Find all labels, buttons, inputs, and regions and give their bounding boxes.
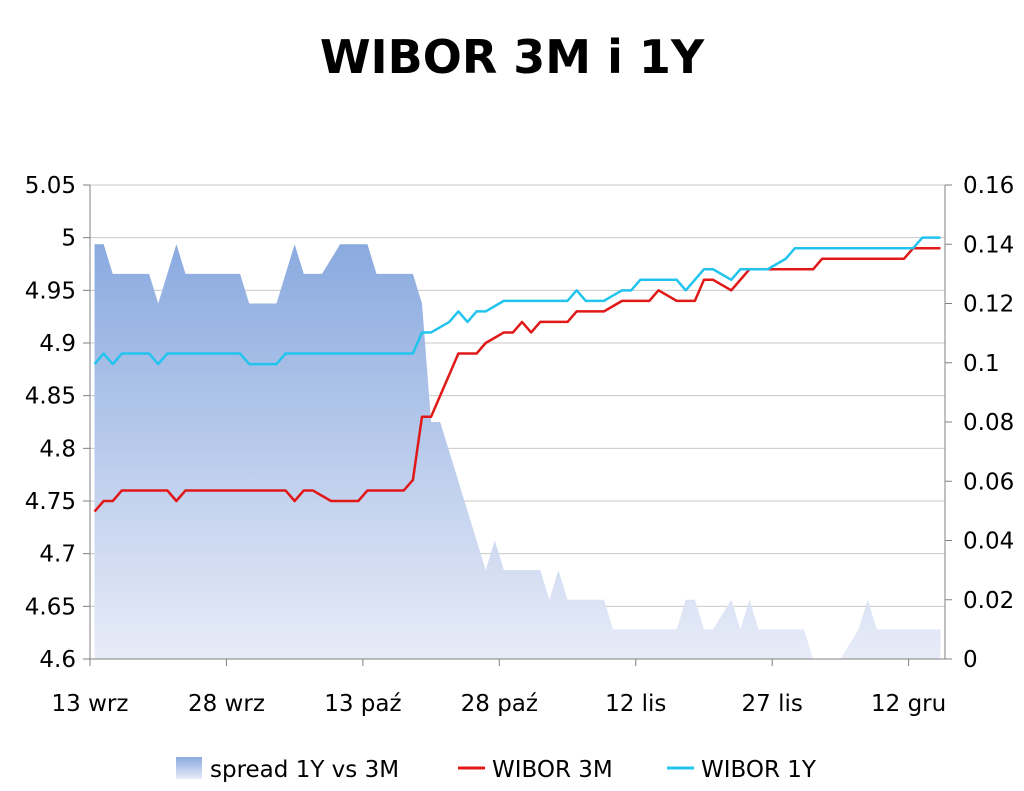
legend-label-spread: spread 1Y vs 3M [210,757,399,783]
x-tick-labels: 13 wrz 28 wrz 13 paź 28 paź 12 lis 27 lis 12 g… [52,659,946,717]
x-tick-label: 12 gru [871,691,946,717]
x-tick-label: 13 wrz [52,691,129,717]
series-line-wibor-3m [93,246,941,513]
x-tick-label: 28 paź [461,691,538,717]
y-left-tick-label: 4.7 [39,542,76,568]
y-right-tick-label: 0.16 [963,173,1014,199]
series-line-wibor-1y [93,236,941,366]
line-layer [93,236,941,513]
y-right-tick-label: 0.1 [963,351,1000,377]
spread-area [94,244,941,659]
y-left-tick-label: 4.85 [25,384,76,410]
chart-title: WIBOR 3M i 1Y [319,30,705,84]
y-right-tick-labels: 0 0.02 0.04 0.06 0.08 0.1 0.12 0.14 0.16 [945,173,1014,673]
legend-label-wibor1y: WIBOR 1Y [701,757,817,783]
y-left-tick-label: 5.05 [25,173,76,199]
y-left-tick-label: 4.65 [25,594,76,620]
y-right-tick-label: 0 [963,647,978,673]
y-right-tick-label: 0.02 [963,588,1014,614]
y-left-tick-label: 4.75 [25,489,76,515]
x-tick-label: 12 lis [605,691,666,717]
y-left-tick-label: 4.6 [39,647,76,673]
legend-label-wibor3m: WIBOR 3M [492,757,613,783]
x-tick-label: 28 wrz [188,691,265,717]
spread-area-layer [94,244,941,659]
y-left-tick-label: 4.8 [39,436,76,462]
y-left-tick-label: 5 [61,226,76,252]
legend-swatch-spread [176,757,202,779]
y-left-tick-labels: 4.6 4.65 4.7 4.75 4.8 4.85 4.9 4.95 5 5.05 [25,173,90,673]
x-tick-label: 13 paź [324,691,401,717]
y-left-tick-label: 4.95 [25,278,76,304]
legend: spread 1Y vs 3M WIBOR 3M WIBOR 1Y [176,757,817,783]
y-left-tick-label: 4.9 [39,331,76,357]
y-right-tick-label: 0.14 [963,232,1014,258]
y-right-tick-label: 0.04 [963,529,1014,555]
y-right-tick-label: 0.06 [963,469,1014,495]
x-tick-label: 27 lis [742,691,803,717]
y-right-tick-label: 0.08 [963,410,1014,436]
y-right-tick-label: 0.12 [963,292,1014,318]
